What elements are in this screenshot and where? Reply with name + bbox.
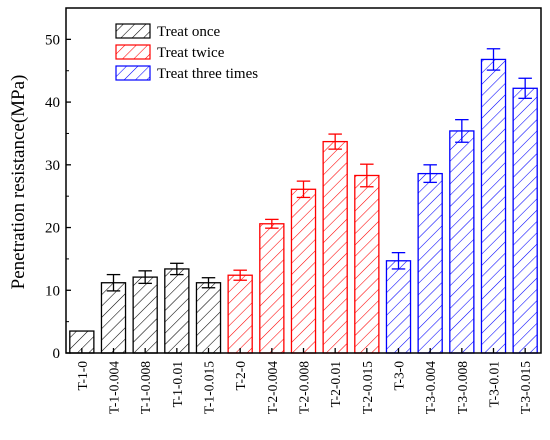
bar-T-2-0.015	[354, 174, 380, 354]
bar-T-3-0.008	[449, 130, 475, 354]
x-tick-label: T-3-0	[392, 361, 407, 391]
legend-label: Treat three times	[157, 66, 258, 82]
y-tick-label: 0	[53, 346, 61, 362]
error-bar-T-1-0.015	[201, 277, 216, 289]
bar-T-1-0.008	[132, 276, 158, 354]
x-tick-label: T-1-0.015	[202, 361, 217, 414]
bar-T-1-0.004	[100, 282, 127, 354]
error-bar-T-3-0.01	[486, 48, 501, 71]
bar-T-1-0.01	[164, 268, 190, 354]
x-tick-label: T-3-0.004	[423, 361, 438, 414]
y-axis-title: Penetration resistance(MPa)	[8, 75, 29, 290]
error-bar-T-3-0.004	[423, 164, 437, 184]
legend-swatch	[115, 65, 151, 81]
error-bar-T-3-0.008	[455, 119, 469, 143]
error-bar-T-2-0.015	[360, 163, 374, 188]
error-bar-T-3-0	[391, 251, 406, 270]
y-tick-label: 20	[45, 221, 60, 237]
bar-T-2-0.004	[259, 223, 285, 354]
x-tick-label: T-2-0.004	[265, 361, 280, 414]
x-tick-label: T-3-0.008	[455, 361, 470, 414]
y-tick-label: 40	[45, 95, 60, 111]
y-tick-label: 30	[45, 158, 60, 174]
error-bar-T-2-0.008	[296, 180, 311, 199]
y-tick-label: 50	[45, 32, 60, 48]
error-bar-T-1-0.004	[106, 273, 121, 292]
error-bar-T-2-0	[233, 269, 247, 281]
x-tick-label: T-1-0	[75, 361, 90, 391]
x-tick-label: T-1-0.008	[138, 361, 153, 414]
bar-T-3-0.004	[417, 172, 443, 354]
bar-T-2-0.01	[322, 140, 348, 354]
error-bar-T-2-0.004	[265, 218, 279, 229]
error-bar-T-1-0.01	[170, 262, 184, 276]
legend-swatch	[115, 44, 151, 60]
x-tick-label: T-2-0.01	[328, 361, 343, 407]
bar-T-3-0	[385, 260, 412, 354]
bar-T-2-0.008	[290, 188, 317, 354]
error-bars-group	[106, 48, 532, 292]
bar-T-1-0.015	[195, 282, 222, 354]
x-tick-label: T-3-0.01	[487, 361, 502, 407]
legend: Treat once Treat twice Treat three times	[115, 23, 258, 82]
x-tick-label: T-1-0.004	[107, 361, 122, 414]
x-tick-label: T-1-0.01	[170, 361, 185, 407]
axes-group: 0 10 20 30 40 50 T-1-0 T-1-0.004 T-1-0.008 T-1-0.…	[45, 7, 542, 414]
x-tick-label: T-2-0.015	[360, 361, 375, 414]
bars-group	[69, 58, 538, 354]
legend-label: Treat once	[157, 24, 221, 40]
legend-swatch	[115, 23, 151, 39]
x-tick-label: T-2-0.008	[297, 361, 312, 414]
bar-T-3-0.01	[480, 58, 507, 354]
error-bar-T-2-0.01	[328, 133, 342, 150]
bar-T-3-0.015	[512, 87, 538, 354]
bar-T-2-0	[227, 274, 253, 354]
x-tick-label: T-2-0	[233, 361, 248, 391]
error-bar-T-1-0.008	[138, 270, 152, 285]
legend-label: Treat twice	[157, 45, 225, 61]
x-tick-label: T-3-0.015	[518, 361, 533, 414]
y-tick-label: 10	[45, 283, 60, 299]
error-bar-T-3-0.015	[518, 77, 532, 99]
